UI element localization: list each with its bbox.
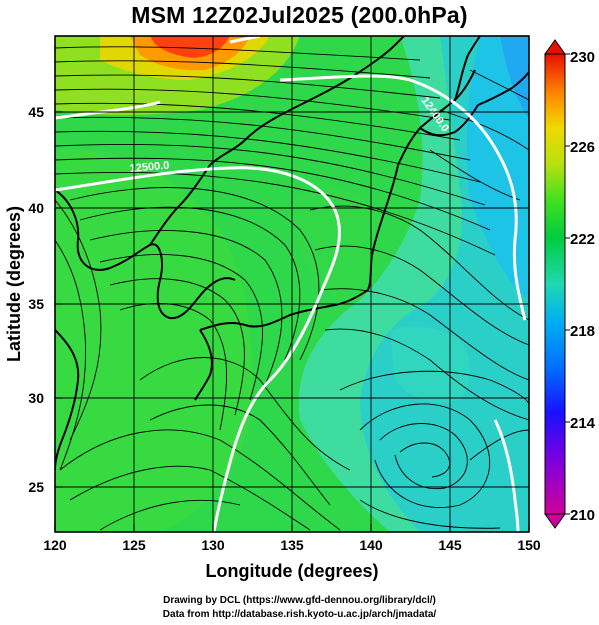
y-tick-label: 30 bbox=[28, 390, 44, 406]
colorbar-gradient bbox=[544, 53, 566, 515]
colorbar-label: 226 bbox=[570, 139, 595, 156]
coastlines bbox=[55, 36, 529, 471]
y-tick-label: 40 bbox=[28, 200, 44, 216]
colorbar: 230 226 222 218 214 210 bbox=[544, 39, 596, 529]
colorbar-label: 210 bbox=[570, 507, 595, 524]
x-tick-label: 140 bbox=[359, 537, 383, 553]
x-axis-title: Longitude (degrees) bbox=[205, 561, 378, 581]
wind-streamlines bbox=[55, 46, 529, 531]
x-tick-label: 120 bbox=[43, 537, 67, 553]
colorbar-label: 230 bbox=[570, 49, 595, 66]
graticule bbox=[55, 36, 529, 532]
credit-drawing: Drawing by DCL (https://www.gfd-dennou.o… bbox=[163, 595, 436, 606]
colorbar-max-triangle bbox=[544, 39, 566, 55]
colorbar-label: 214 bbox=[570, 415, 596, 432]
x-tick-label: 145 bbox=[438, 537, 462, 553]
colorbar-min-triangle bbox=[544, 513, 566, 529]
credit-data-source: Data from http://database.rish.kyoto-u.a… bbox=[162, 609, 437, 620]
x-tick-label: 150 bbox=[517, 537, 541, 553]
y-tick-label: 25 bbox=[28, 479, 44, 495]
colorbar-label: 218 bbox=[570, 323, 595, 340]
map-title: MSM 12Z02Jul2025 (200.0hPa) bbox=[131, 2, 468, 28]
axis-ticks bbox=[54, 111, 530, 532]
colorbar-label: 222 bbox=[570, 231, 595, 248]
contour-label-12500: 12500.0 bbox=[129, 160, 170, 175]
y-axis-title: Latitude (degrees) bbox=[4, 206, 24, 362]
x-tick-label: 130 bbox=[201, 537, 225, 553]
x-tick-label: 135 bbox=[280, 537, 304, 553]
y-tick-label: 35 bbox=[28, 296, 44, 312]
x-tick-label: 125 bbox=[122, 537, 146, 553]
y-tick-label: 45 bbox=[28, 104, 44, 120]
